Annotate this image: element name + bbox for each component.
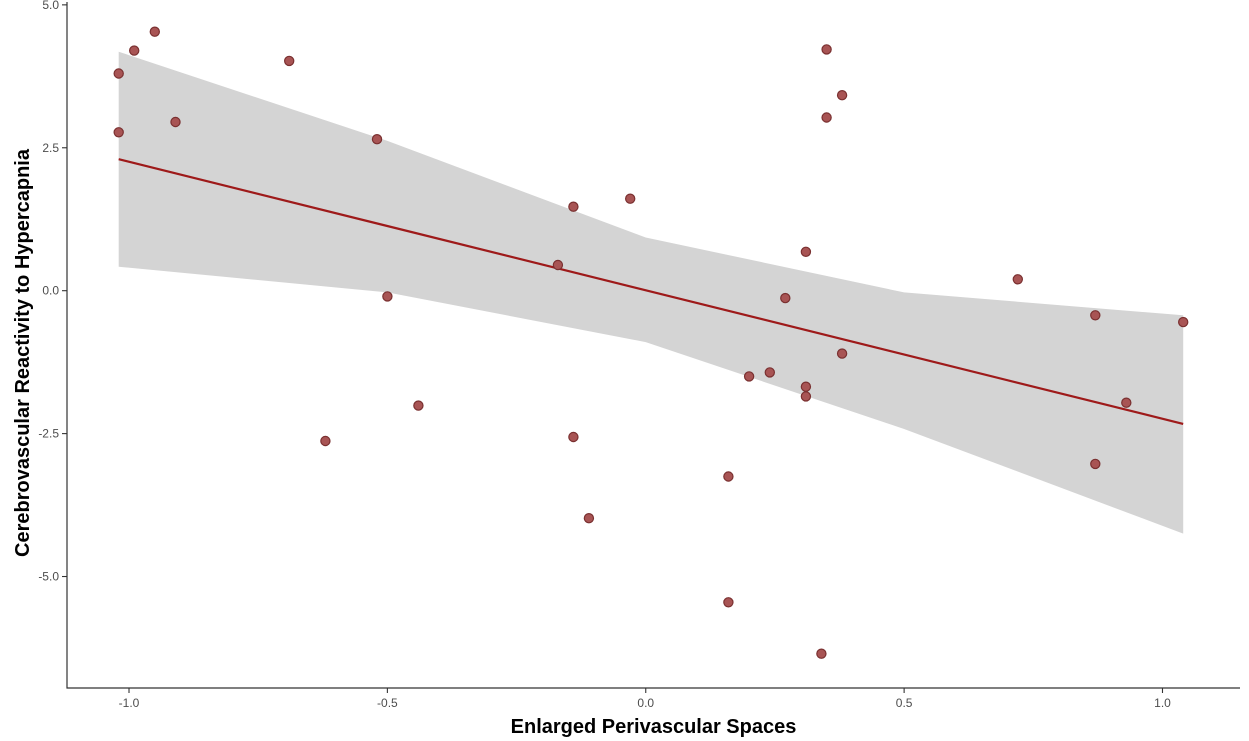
data-point-30 bbox=[1090, 458, 1101, 470]
data-point-13 bbox=[583, 513, 595, 524]
data-point-24 bbox=[821, 44, 832, 55]
data-point-26 bbox=[836, 89, 848, 101]
fit-line-layer bbox=[118, 158, 1184, 425]
data-point-22 bbox=[800, 391, 812, 402]
data-point-20 bbox=[800, 246, 812, 257]
data-point-2 bbox=[128, 45, 140, 56]
data-point-0 bbox=[113, 68, 124, 79]
data-point-12 bbox=[568, 431, 579, 443]
x-tick-label-0: -1.0 bbox=[119, 696, 140, 710]
data-point-28 bbox=[1012, 274, 1024, 285]
x-tick-label-2: 0.0 bbox=[637, 696, 654, 710]
data-point-31 bbox=[1121, 397, 1132, 408]
x-tick-label-4: 1.0 bbox=[1154, 696, 1171, 710]
axes-layer: -1.0 -0.5 0.0 0.5 1.0 -5.0 -2.5 0.0 2.5 5.0 bbox=[38, 0, 1240, 710]
data-point-9 bbox=[413, 400, 424, 411]
data-point-7 bbox=[371, 133, 383, 145]
y-tick-label-0: -5.0 bbox=[38, 570, 59, 584]
y-tick-label-1: -2.5 bbox=[38, 427, 59, 441]
data-point-4 bbox=[170, 116, 181, 128]
data-point-6 bbox=[320, 435, 331, 447]
data-point-29 bbox=[1090, 310, 1101, 321]
data-point-10 bbox=[552, 259, 564, 271]
regression-line bbox=[118, 158, 1184, 425]
data-point-27 bbox=[836, 348, 848, 359]
data-point-5 bbox=[284, 55, 295, 67]
data-point-8 bbox=[382, 291, 393, 302]
data-point-15 bbox=[723, 471, 734, 482]
y-axis-title: Cerebrovascular Reactivity to Hypercapni… bbox=[12, 148, 34, 557]
y-tick-label-2: 0.0 bbox=[42, 284, 59, 298]
y-tick-label-3: 2.5 bbox=[42, 141, 59, 155]
x-tick-label-1: -0.5 bbox=[377, 696, 398, 710]
x-axis-title: Enlarged Perivascular Spaces bbox=[511, 716, 797, 738]
data-point-23 bbox=[816, 648, 827, 659]
data-point-11 bbox=[568, 201, 579, 212]
y-tick-label-4: 5.0 bbox=[42, 0, 59, 12]
x-tick-label-3: 0.5 bbox=[896, 696, 913, 710]
data-point-1 bbox=[113, 127, 124, 138]
data-point-18 bbox=[764, 367, 776, 378]
data-point-19 bbox=[780, 292, 791, 304]
data-point-3 bbox=[149, 26, 160, 37]
data-point-25 bbox=[821, 112, 832, 123]
data-point-32 bbox=[1177, 316, 1189, 328]
data-point-21 bbox=[800, 381, 812, 392]
data-point-14 bbox=[625, 193, 636, 204]
data-point-17 bbox=[743, 371, 755, 382]
data-point-16 bbox=[723, 597, 734, 608]
points-layer bbox=[113, 26, 1189, 659]
